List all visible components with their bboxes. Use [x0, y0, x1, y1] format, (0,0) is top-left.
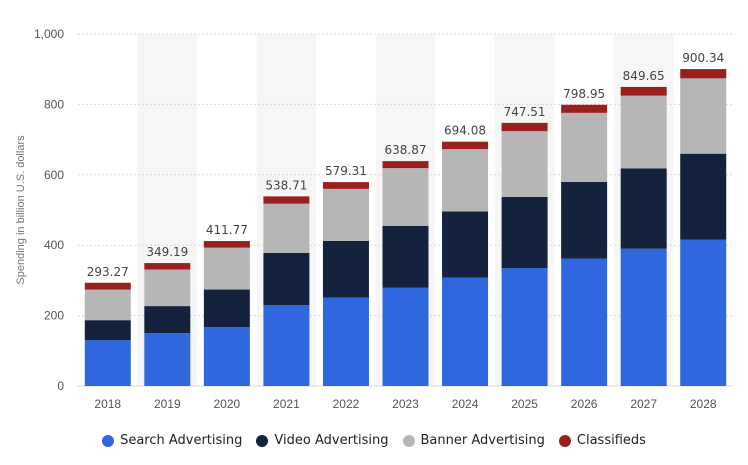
- bar-segment: [561, 258, 608, 386]
- bar-stacks: [84, 69, 727, 386]
- bar-segment: [382, 161, 429, 169]
- legend-label: Banner Advertising: [420, 433, 545, 448]
- legend-swatch: [558, 434, 571, 447]
- x-tick-label: 2025: [511, 397, 538, 411]
- total-label: 411.77: [206, 223, 248, 237]
- total-label: 349.19: [146, 245, 188, 259]
- bar-segment: [263, 203, 310, 253]
- bar-segment: [680, 78, 727, 154]
- bar-segment: [263, 305, 310, 386]
- x-tick-label: 2027: [630, 397, 657, 411]
- bar-segment: [322, 182, 369, 189]
- total-label: 798.95: [563, 87, 605, 101]
- bar-segment: [84, 289, 131, 321]
- total-label: 638.87: [385, 143, 427, 157]
- stacked-bar-chart: 293.27 349.19 411.77 538.71 579.31 638.87 694.…: [15, 27, 733, 411]
- total-label: 694.08: [444, 124, 486, 138]
- bar-segment: [561, 104, 608, 113]
- bar-segment: [263, 196, 310, 204]
- bar-segment: [680, 153, 727, 240]
- bar-segment: [203, 247, 250, 290]
- total-label: 849.65: [623, 69, 665, 83]
- bar-segment: [203, 241, 250, 248]
- bar-segment: [442, 277, 489, 386]
- bar-segment: [322, 188, 369, 241]
- x-tick-label: 2023: [392, 397, 419, 411]
- bar-segment: [84, 340, 131, 386]
- bar-segment: [620, 95, 667, 169]
- total-label: 538.71: [265, 178, 307, 192]
- bar-segment: [680, 69, 727, 79]
- legend-item[interactable]: Banner Advertising: [402, 433, 545, 448]
- legend-swatch: [256, 434, 269, 447]
- bar-segment: [501, 122, 548, 132]
- bar-segment: [501, 268, 548, 386]
- x-axis-ticks: 2018 2019 2020 2021 2022 2023 2024 2025 2026 2027…: [94, 397, 716, 411]
- bar-segment: [382, 225, 429, 288]
- bar-segment: [322, 297, 369, 386]
- bar-segment: [144, 269, 191, 307]
- bar-segment: [501, 131, 548, 197]
- x-tick-label: 2021: [273, 397, 300, 411]
- x-tick-label: 2028: [690, 397, 717, 411]
- bar-segment: [144, 333, 191, 386]
- legend-label: Search Advertising: [120, 433, 243, 448]
- bar-segment: [501, 196, 548, 269]
- x-tick-label: 2019: [154, 397, 181, 411]
- bar-segment: [203, 327, 250, 386]
- bar-segment: [322, 240, 369, 298]
- x-tick-label: 2022: [333, 397, 360, 411]
- total-label: 579.31: [325, 164, 367, 178]
- x-tick-label: 2026: [571, 397, 598, 411]
- y-tick-label: 200: [44, 309, 64, 323]
- bar-segment: [442, 141, 489, 150]
- bar-segment: [84, 282, 131, 290]
- y-tick-label: 1,000: [34, 27, 64, 41]
- legend-item[interactable]: Search Advertising: [102, 433, 242, 448]
- bar-segment: [442, 149, 489, 212]
- bar-segment: [263, 252, 310, 306]
- legend-swatch: [402, 434, 415, 447]
- legend-label: Classifieds: [576, 433, 646, 448]
- legend-item[interactable]: Classifieds: [558, 433, 646, 448]
- legend-item[interactable]: Video Advertising: [256, 433, 389, 448]
- bar-segment: [84, 320, 131, 341]
- y-axis-label: Spending in billion U.S. dollars: [15, 135, 27, 285]
- legend-swatch: [102, 434, 115, 447]
- total-label: 293.27: [87, 265, 129, 279]
- y-tick-label: 400: [44, 238, 64, 252]
- y-axis-ticks: 0 200 400 600 800 1,000: [34, 27, 64, 393]
- legend-label: Video Advertising: [274, 433, 389, 448]
- y-tick-label: 800: [44, 97, 64, 111]
- bar-segment: [561, 112, 608, 182]
- legend: Search Advertising Video Advertising Banne…: [0, 433, 748, 448]
- total-label: 900.34: [682, 51, 724, 65]
- y-tick-label: 0: [57, 379, 64, 393]
- bar-segment: [382, 168, 429, 226]
- bar-segment: [382, 287, 429, 386]
- total-label: 747.51: [504, 105, 546, 119]
- y-tick-label: 600: [44, 168, 64, 182]
- bar-segment: [144, 306, 191, 334]
- bar-segment: [620, 168, 667, 249]
- bar-segment: [561, 181, 608, 259]
- bar-segment: [620, 86, 667, 96]
- bar-segment: [680, 239, 727, 386]
- x-tick-label: 2020: [214, 397, 241, 411]
- bar-segment: [442, 211, 489, 278]
- bar-segment: [144, 263, 191, 270]
- bar-segment: [620, 248, 667, 386]
- bar-segment: [203, 289, 250, 328]
- x-tick-label: 2024: [452, 397, 479, 411]
- x-tick-label: 2018: [94, 397, 121, 411]
- total-labels: 293.27 349.19 411.77 538.71 579.31 638.87 694.…: [87, 51, 724, 279]
